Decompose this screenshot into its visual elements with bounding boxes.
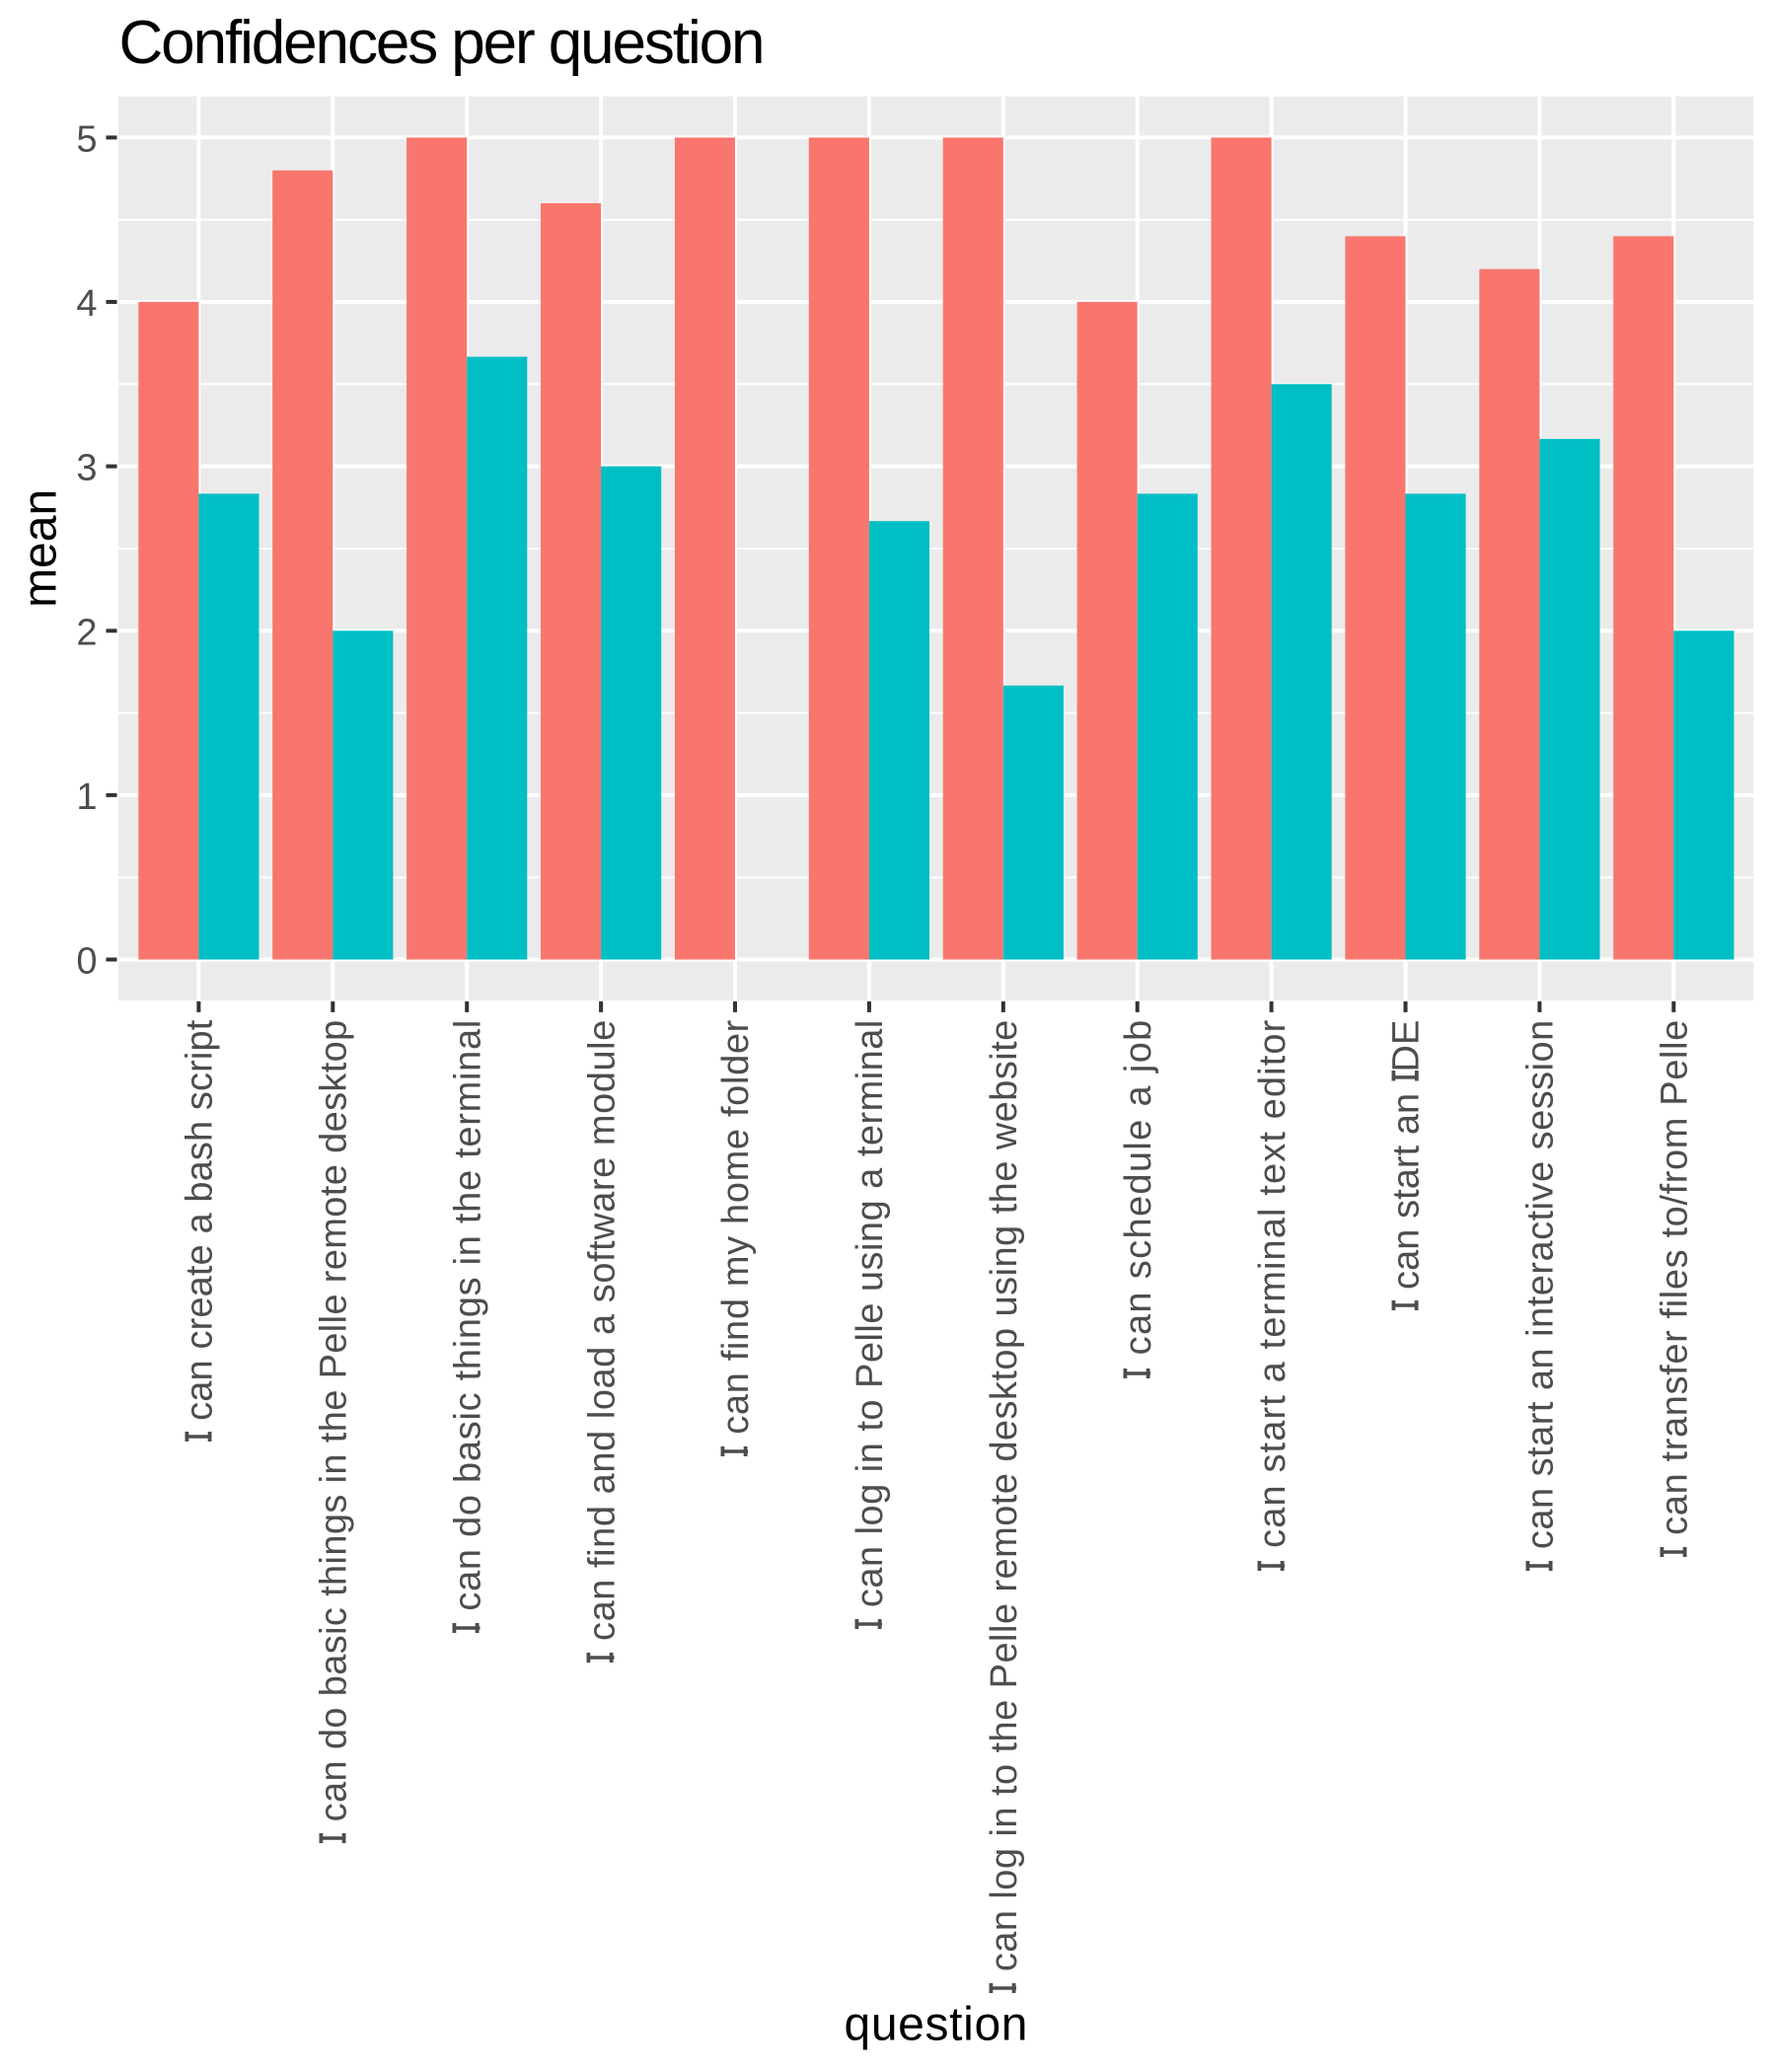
svg-text:5: 5 [76, 118, 97, 160]
svg-text:I can log in to the Pelle remo: I can log in to the Pelle remote desktop… [984, 1020, 1025, 1994]
svg-text:0: 0 [76, 941, 97, 983]
svg-text:I can do basic things in the t: I can do basic things in the terminal [447, 1020, 488, 1634]
svg-text:mean: mean [14, 489, 66, 608]
svg-text:I can create a bash script: I can create a bash script [180, 1019, 221, 1442]
svg-text:I can find and load a software: I can find and load a software module [581, 1020, 623, 1664]
svg-text:Confidences per question: Confidences per question [119, 9, 766, 77]
svg-text:question: question [845, 1999, 1028, 2051]
svg-text:I can start an IDE: I can start an IDE [1386, 1020, 1428, 1311]
svg-text:I can start a terminal text ed: I can start a terminal text editor [1252, 1019, 1294, 1571]
svg-text:I can do basic things in the P: I can do basic things in the Pelle remot… [314, 1020, 355, 1844]
svg-text:I can start an interactive ses: I can start an interactive session [1520, 1020, 1562, 1572]
svg-text:I can transfer files to/from P: I can transfer files to/from Pelle [1655, 1020, 1696, 1558]
svg-text:I can schedule a job: I can schedule a job [1118, 1020, 1159, 1379]
svg-text:3: 3 [76, 448, 97, 489]
svg-text:I can find my home folder: I can find my home folder [715, 1019, 757, 1456]
svg-text:2: 2 [76, 612, 97, 653]
svg-text:4: 4 [76, 283, 97, 325]
svg-text:I can log in to Pelle using a: I can log in to Pelle using a terminal [850, 1020, 891, 1630]
svg-text:1: 1 [76, 777, 97, 818]
